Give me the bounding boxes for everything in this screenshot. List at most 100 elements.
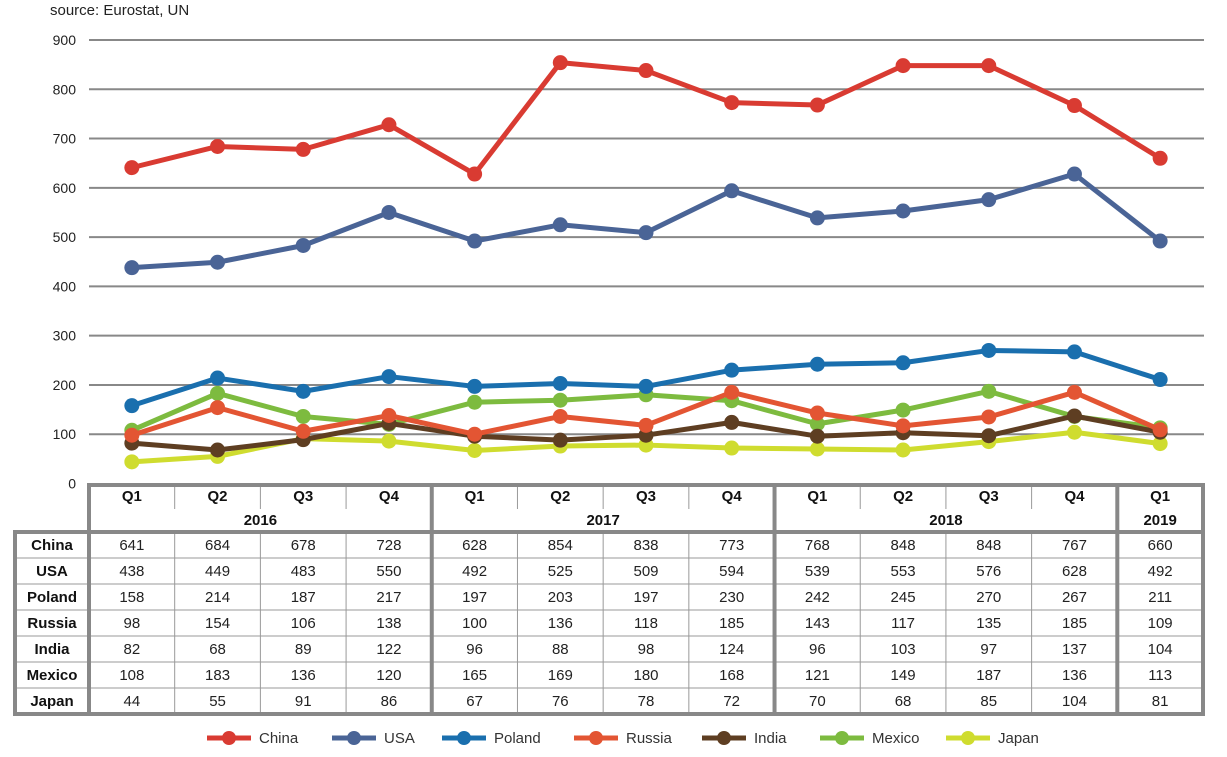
year-label: 2018 [929, 512, 962, 529]
table-cell: 187 [291, 589, 316, 606]
data-point [381, 407, 397, 423]
data-point [895, 203, 911, 219]
legend-swatch [207, 731, 251, 745]
table-cell: 185 [1062, 615, 1087, 632]
legend-swatch [574, 731, 618, 745]
y-tick-label: 900 [53, 32, 77, 48]
legend-item-poland: Poland [440, 728, 541, 748]
data-point [210, 400, 226, 416]
table-cell: 838 [633, 537, 658, 554]
table-cell: 728 [376, 537, 401, 554]
table-cell: 81 [1152, 693, 1169, 710]
data-point [552, 432, 568, 448]
table-cell: 76 [552, 693, 569, 710]
data-point [381, 433, 397, 449]
quarter-label: Q1 [122, 488, 142, 505]
data-point [638, 417, 654, 433]
table-cell: 86 [381, 693, 398, 710]
data-point [895, 418, 911, 434]
quarter-label: Q3 [636, 488, 656, 505]
table-cell: 120 [376, 667, 401, 684]
table-cell: 768 [805, 537, 830, 554]
data-point [981, 58, 997, 74]
table-cell: 137 [1062, 641, 1087, 658]
year-label: 2017 [586, 512, 619, 529]
table-cell: 576 [976, 563, 1001, 580]
table-cell: 118 [634, 615, 658, 632]
data-point [809, 356, 825, 372]
table-cell: 96 [466, 641, 483, 658]
table-cell: 143 [805, 615, 830, 632]
y-tick-label: 400 [53, 278, 77, 294]
data-point [210, 138, 226, 154]
table-cell: 109 [1148, 615, 1173, 632]
table-cell: 492 [462, 563, 487, 580]
data-point [124, 160, 140, 176]
table-cell: 197 [633, 589, 658, 606]
table-cell: 104 [1148, 641, 1173, 658]
row-label: Russia [27, 615, 77, 632]
data-point [552, 375, 568, 391]
table-cell: 242 [805, 589, 830, 606]
y-tick-label: 700 [53, 131, 77, 147]
data-point [210, 385, 226, 401]
table-cell: 100 [462, 615, 487, 632]
legend-swatch [332, 731, 376, 745]
y-tick-label: 800 [53, 81, 77, 97]
data-point [724, 414, 740, 430]
table-cell: 214 [205, 589, 230, 606]
table-cell: 113 [1148, 667, 1172, 684]
data-point [1066, 424, 1082, 440]
table-cell: 270 [976, 589, 1001, 606]
table-cell: 98 [124, 615, 141, 632]
series-lines [124, 55, 1168, 470]
table-cell: 197 [462, 589, 487, 606]
year-label: 2016 [244, 512, 277, 529]
data-point [981, 342, 997, 358]
data-point [809, 210, 825, 226]
table-cell: 55 [209, 693, 226, 710]
table-cell: 438 [119, 563, 144, 580]
data-point [981, 383, 997, 399]
table-cell: 492 [1148, 563, 1173, 580]
data-point [210, 442, 226, 458]
table-cell: 168 [719, 667, 744, 684]
table-cell: 122 [376, 641, 401, 658]
table-cell: 678 [291, 537, 316, 554]
quarter-label: Q2 [208, 488, 228, 505]
table-cell: 78 [638, 693, 655, 710]
table-cell: 628 [1062, 563, 1087, 580]
data-point [638, 378, 654, 394]
table-cell: 180 [633, 667, 658, 684]
table-cell: 211 [1148, 589, 1172, 606]
table-cell: 136 [548, 615, 573, 632]
legend-label: Poland [494, 729, 541, 747]
data-point [210, 254, 226, 270]
data-point [895, 355, 911, 371]
legend-item-china: China [205, 728, 298, 748]
table-cell: 135 [976, 615, 1001, 632]
quarter-label: Q1 [465, 488, 485, 505]
source-note: source: Eurostat, UN [50, 2, 190, 19]
data-point [467, 378, 483, 394]
data-point [552, 392, 568, 408]
data-point [1066, 408, 1082, 424]
series-russia [124, 384, 1168, 443]
table-cell: 117 [891, 615, 915, 632]
data-point [809, 97, 825, 113]
table-cell: 767 [1062, 537, 1087, 554]
data-point [1152, 150, 1168, 166]
table-cell: 149 [891, 667, 916, 684]
table-cell: 88 [552, 641, 569, 658]
table-cell: 85 [980, 693, 997, 710]
legend-item-japan: Japan [944, 728, 1039, 748]
row-label: China [31, 537, 73, 554]
data-point [724, 362, 740, 378]
data-point [124, 398, 140, 414]
legend-label: China [259, 729, 299, 747]
table-cell: 594 [719, 563, 744, 580]
data-point [295, 141, 311, 157]
table-cell: 154 [205, 615, 230, 632]
series-china [124, 55, 1168, 182]
table-cell: 68 [209, 641, 226, 658]
